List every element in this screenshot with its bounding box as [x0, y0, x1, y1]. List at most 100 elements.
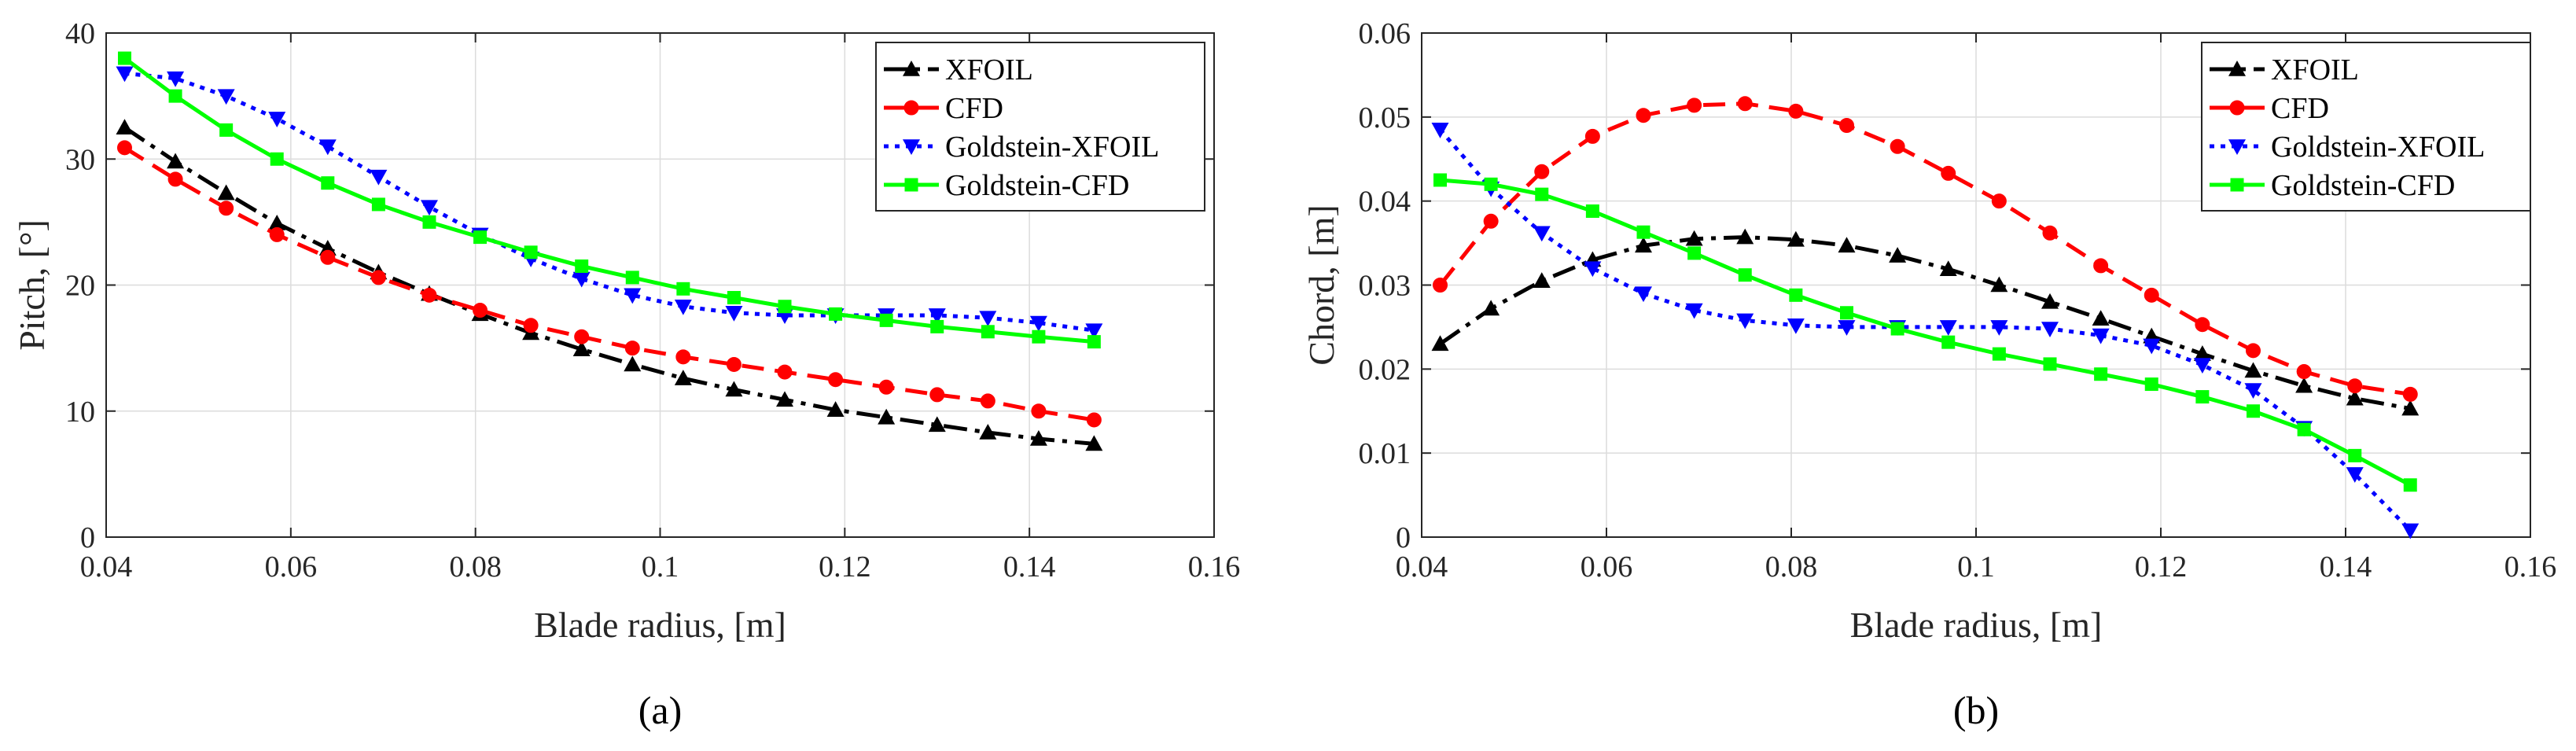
- marker-goldstein-xfoil-0: [1431, 123, 1449, 138]
- x-tick-label-0: 0.04: [1396, 550, 1448, 583]
- marker-cfd-0: [116, 140, 132, 156]
- panel-label: (a): [638, 688, 683, 732]
- marker-xfoil-11: [674, 370, 692, 385]
- marker-cfd-6: [421, 287, 437, 303]
- marker-goldstein-cfd-13: [2094, 367, 2108, 381]
- marker-xfoil-0: [116, 119, 134, 134]
- marker-goldstein-cfd-9: [1890, 322, 1904, 336]
- marker-goldstein-xfoil-5: [1685, 303, 1703, 319]
- marker-goldstein-xfoil-4: [318, 139, 337, 156]
- marker-goldstein-xfoil-19: [2401, 523, 2420, 539]
- marker-goldstein-xfoil-legend: [2228, 139, 2246, 155]
- marker-xfoil-12: [2041, 293, 2059, 309]
- marker-cfd-13: [777, 364, 793, 380]
- marker-goldstein-cfd-1: [1484, 177, 1498, 191]
- marker-goldstein-xfoil-12: [725, 305, 743, 322]
- series-line-xfoil: [1439, 235, 2411, 411]
- marker-goldstein-cfd-7: [1789, 288, 1803, 302]
- marker-goldstein-xfoil-14: [2143, 338, 2161, 355]
- x-tick-label-1: 0.06: [265, 550, 318, 583]
- marker-xfoil-18: [2346, 389, 2364, 406]
- marker-xfoil-12: [725, 381, 743, 397]
- series-cfd: [1433, 96, 2418, 402]
- y-tick-label-0: 0: [80, 521, 95, 554]
- series-goldstein-cfd: [117, 51, 1101, 349]
- marker-goldstein-cfd-11: [1992, 347, 2006, 361]
- x-tick-label-6: 0.16: [1188, 550, 1241, 583]
- marker-cfd-17: [2296, 364, 2312, 380]
- marker-cfd-15: [2195, 317, 2210, 333]
- marker-goldstein-xfoil-15: [2193, 358, 2211, 374]
- marker-goldstein-xfoil-2: [1533, 226, 1551, 242]
- chart-panel-a: 0.04 0.06 0.08 0.1 0.12 0.14 0.16 0 10 20 30 40 Blad…: [12, 17, 1240, 732]
- x-tick-label-3: 0.1: [642, 550, 679, 583]
- x-tick-label-3: 0.1: [1957, 550, 1995, 583]
- marker-cfd-9: [1890, 138, 1905, 154]
- marker-xfoil-16: [2244, 362, 2262, 378]
- legend-label-goldstein-xfoil: Goldstein-XFOIL: [945, 131, 1159, 164]
- series-goldstein-xfoil: [116, 66, 1103, 340]
- marker-goldstein-cfd-19: [2403, 478, 2417, 492]
- marker-xfoil-0: [1431, 335, 1449, 352]
- series-xfoil: [1431, 228, 2420, 416]
- marker-cfd-3: [269, 226, 285, 242]
- marker-xfoil-9: [572, 341, 591, 357]
- marker-xfoil-16: [928, 416, 946, 433]
- legend-label-goldstein-cfd: Goldstein-CFD: [945, 169, 1129, 202]
- marker-goldstein-cfd-10: [625, 271, 639, 285]
- marker-xfoil-5: [1685, 230, 1703, 246]
- marker-cfd-19: [1086, 412, 1102, 428]
- marker-goldstein-cfd-4: [321, 176, 335, 190]
- marker-xfoil-18: [1029, 430, 1047, 446]
- y-axis-label: Chord, [m]: [1301, 204, 1341, 365]
- marker-goldstein-cfd-13: [778, 300, 792, 314]
- marker-cfd-7: [1788, 103, 1804, 119]
- x-tick-label-2: 0.08: [449, 550, 502, 583]
- marker-goldstein-cfd-6: [1738, 268, 1752, 282]
- marker-goldstein-xfoil-legend: [903, 139, 920, 155]
- marker-goldstein-xfoil-11: [1990, 320, 2008, 336]
- marker-goldstein-cfd-16: [930, 319, 944, 333]
- marker-xfoil-17: [2295, 377, 2313, 393]
- marker-cfd-18: [2347, 378, 2363, 394]
- marker-goldstein-cfd-19: [1087, 335, 1101, 349]
- legend-entry-xfoil: XFOIL: [2210, 53, 2359, 87]
- marker-goldstein-cfd-3: [1585, 204, 1599, 218]
- series-line-xfoil: [123, 126, 1095, 446]
- marker-cfd-15: [878, 379, 894, 395]
- marker-xfoil-9: [1889, 247, 1907, 263]
- marker-goldstein-cfd-11: [676, 282, 690, 296]
- marker-xfoil-1: [167, 153, 185, 169]
- marker-goldstein-cfd-8: [1840, 306, 1853, 320]
- series-line-goldstein-cfd: [1440, 178, 2412, 487]
- marker-cfd-0: [1433, 278, 1448, 293]
- legend: XFOIL CFD Goldstein-XFOIL Goldstein-CFD: [875, 42, 1205, 212]
- legend-label-goldstein-xfoil: Goldstein-XFOIL: [2271, 131, 2485, 164]
- marker-goldstein-xfoil-10: [1939, 320, 1957, 336]
- marker-goldstein-cfd-8: [524, 245, 538, 260]
- marker-goldstein-xfoil-18: [2346, 467, 2364, 483]
- marker-cfd-10: [1941, 165, 1956, 181]
- marker-goldstein-xfoil-18: [1029, 315, 1047, 332]
- marker-cfd-2: [219, 201, 234, 216]
- marker-goldstein-xfoil-9: [572, 271, 591, 288]
- y-tick-label-2: 20: [65, 270, 95, 303]
- x-tick-label-5: 0.14: [1003, 550, 1056, 583]
- series-cfd: [116, 140, 1102, 428]
- marker-goldstein-xfoil-1: [167, 71, 185, 87]
- marker-xfoil-2: [1533, 272, 1551, 288]
- marker-goldstein-xfoil-3: [1584, 261, 1602, 278]
- series-line-cfd: [1438, 101, 2411, 396]
- x-tick-label-4: 0.12: [819, 550, 871, 583]
- marker-xfoil-19: [1085, 435, 1103, 451]
- marker-goldstein-cfd-3: [270, 152, 284, 166]
- marker-cfd-18: [1031, 403, 1047, 419]
- marker-cfd-2: [1534, 164, 1550, 179]
- y-tick-label-3: 30: [65, 143, 95, 176]
- marker-cfd-16: [2246, 343, 2261, 359]
- marker-goldstein-xfoil-11: [674, 299, 692, 315]
- legend-label-cfd: CFD: [2271, 92, 2329, 125]
- marker-cfd-legend: [2229, 100, 2245, 116]
- marker-goldstein-xfoil-5: [370, 169, 388, 186]
